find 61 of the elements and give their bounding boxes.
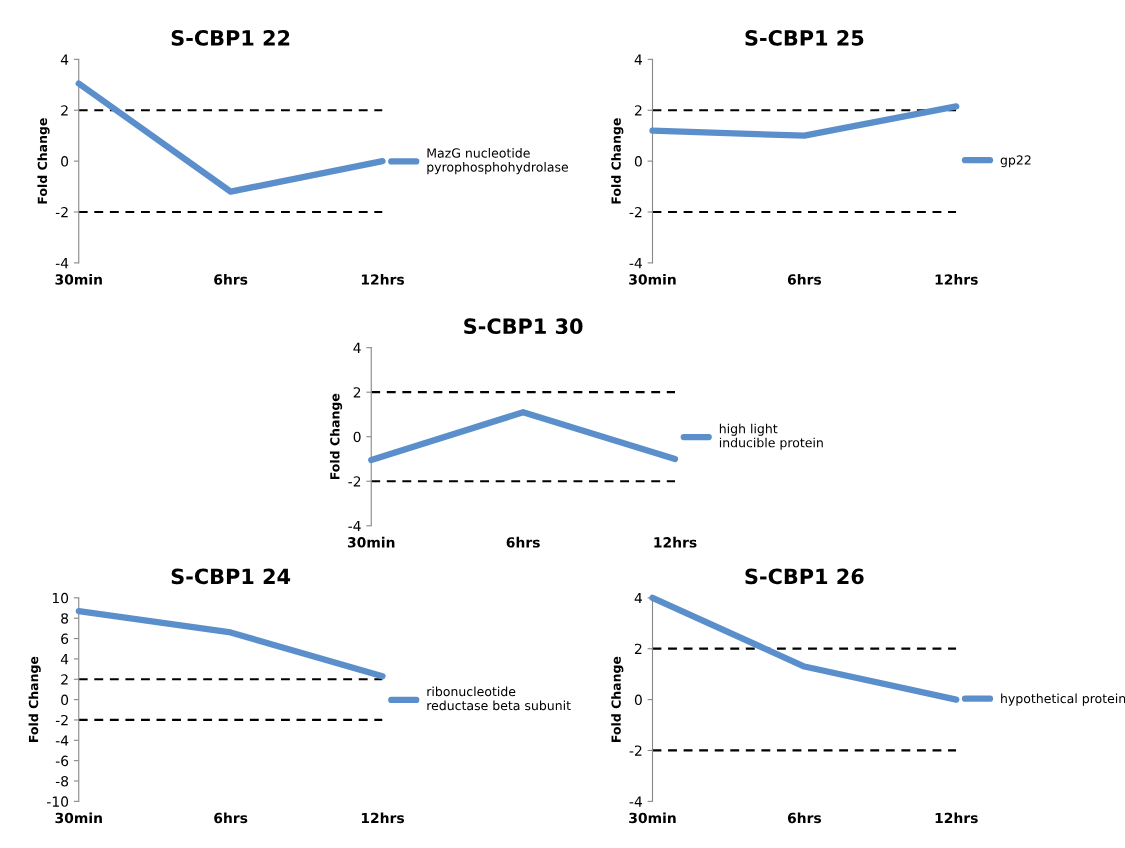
y-tick-label: -8	[55, 775, 69, 787]
x-tick-label: 6hrs	[214, 812, 248, 824]
y-axis-title: Fold Change	[37, 118, 50, 204]
y-tick-label: 0	[61, 694, 69, 706]
y-axis-title: Fold Change	[611, 118, 624, 204]
legend-label: gp22	[1000, 155, 1031, 168]
y-tick-label: -2	[55, 206, 68, 218]
y-axis-title: Fold Change	[28, 656, 41, 742]
x-tick-label: 30min	[55, 812, 102, 824]
x-tick-label: 30min	[55, 273, 102, 285]
legend-label: ribonucleotide reductase beta subunit	[427, 686, 571, 711]
chart-title: S-CBP1 30	[464, 318, 583, 335]
y-tick-label: -2	[348, 476, 361, 487]
y-tick-label: -4	[629, 258, 642, 269]
y-tick-label: 4	[634, 54, 642, 65]
y-tick-label: 2	[353, 387, 361, 398]
y-tick-label: 4	[60, 654, 69, 665]
y-tick-label: -4	[55, 735, 69, 746]
y-tick-label: 4	[634, 592, 642, 604]
y-tick-label: 0	[353, 431, 361, 443]
y-tick-label: -10	[47, 796, 69, 807]
y-tick-label: 6	[61, 633, 69, 645]
x-tick-label: 6hrs	[506, 536, 540, 548]
y-tick-label: 4	[353, 342, 361, 353]
x-tick-label: 6hrs	[214, 273, 248, 285]
x-tick-label: 12hrs	[654, 536, 697, 548]
chart-title: S-CBP1 22	[171, 30, 290, 46]
y-tick-label: 10	[52, 592, 69, 604]
x-tick-label: 12hrs	[935, 812, 978, 824]
y-tick-label: -4	[348, 520, 361, 532]
y-tick-label: -2	[55, 714, 68, 726]
x-tick-label: 12hrs	[361, 812, 405, 824]
y-tick-label: -4	[55, 258, 69, 269]
y-tick-label: 2	[61, 105, 68, 116]
y-tick-label: 2	[634, 643, 642, 654]
legend-label: MazG nucleotide pyrophosphohydrolase	[427, 148, 569, 175]
y-tick-label: -2	[629, 745, 642, 756]
y-tick-label: 0	[634, 694, 642, 706]
chart-title: S-CBP1 26	[745, 568, 864, 585]
x-tick-label: 12hrs	[935, 273, 978, 285]
y-tick-label: 2	[61, 674, 68, 685]
y-tick-label: -6	[55, 755, 69, 767]
y-tick-label: 0	[61, 156, 69, 167]
y-tick-label: 0	[634, 156, 642, 167]
y-axis-title: Fold Change	[329, 393, 343, 480]
x-tick-label: 6hrs	[787, 273, 822, 285]
y-axis-title: Fold Change	[611, 656, 624, 742]
x-tick-label: 30min	[629, 812, 676, 824]
x-tick-label: 30min	[629, 273, 676, 285]
x-tick-label: 12hrs	[361, 273, 405, 285]
x-tick-label: 6hrs	[787, 812, 822, 824]
chart-title: S-CBP1 25	[745, 30, 864, 46]
chart-title: S-CBP1 24	[171, 568, 291, 585]
y-tick-label: 4	[60, 54, 69, 65]
y-tick-label: 8	[61, 613, 69, 624]
x-tick-label: 30min	[347, 536, 395, 548]
y-tick-label: -2	[629, 206, 642, 218]
legend-label: high light inducible protein	[719, 423, 823, 450]
y-tick-label: -4	[629, 796, 642, 807]
legend-label: hypothetical protein	[1001, 693, 1125, 706]
y-tick-label: 2	[634, 105, 642, 116]
